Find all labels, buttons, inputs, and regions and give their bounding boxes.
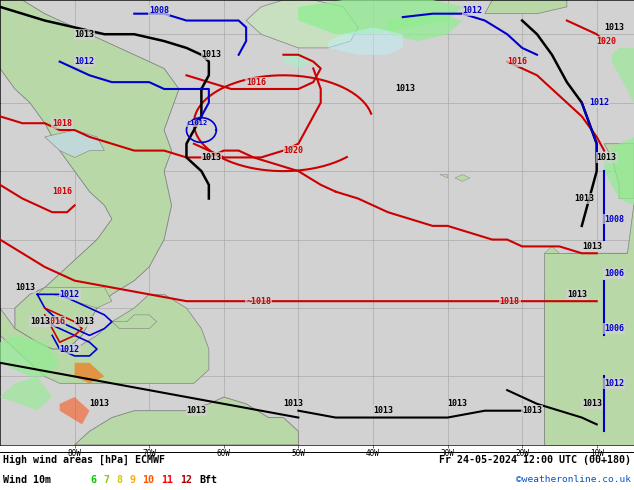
Text: 1013: 1013 (582, 399, 602, 408)
Text: 1016: 1016 (52, 187, 72, 196)
Polygon shape (612, 48, 634, 103)
Text: 1013: 1013 (202, 153, 221, 162)
Text: 1013: 1013 (75, 30, 94, 39)
Text: 1020: 1020 (283, 146, 304, 155)
Polygon shape (0, 335, 60, 376)
Text: 1012: 1012 (75, 57, 94, 66)
Text: 1012: 1012 (462, 6, 482, 15)
Polygon shape (0, 376, 52, 411)
Text: 1013: 1013 (75, 317, 94, 326)
Text: 1013: 1013 (89, 399, 110, 408)
Text: 1013: 1013 (522, 406, 542, 415)
Text: 6: 6 (90, 475, 96, 485)
Polygon shape (299, 0, 462, 34)
Polygon shape (75, 363, 105, 383)
Polygon shape (567, 253, 571, 260)
Text: 1013: 1013 (30, 317, 50, 326)
Polygon shape (45, 130, 105, 157)
Polygon shape (0, 294, 209, 383)
Text: 1013: 1013 (202, 50, 221, 59)
Polygon shape (455, 174, 470, 181)
Text: Bft: Bft (199, 475, 217, 485)
Text: c1012: c1012 (186, 120, 208, 126)
Text: 1018: 1018 (52, 119, 72, 128)
Polygon shape (388, 14, 462, 41)
Text: 1006: 1006 (604, 324, 624, 333)
Text: 12: 12 (180, 475, 192, 485)
Text: ~1018: ~1018 (246, 296, 271, 306)
Polygon shape (545, 198, 634, 445)
Text: 1020: 1020 (597, 37, 617, 46)
Polygon shape (246, 0, 358, 48)
Text: 1012: 1012 (60, 344, 80, 354)
Polygon shape (485, 0, 567, 14)
Text: 11: 11 (161, 475, 173, 485)
Polygon shape (0, 0, 179, 349)
Polygon shape (545, 246, 559, 260)
Polygon shape (60, 397, 89, 424)
Text: 1016: 1016 (246, 77, 266, 87)
Text: 1013: 1013 (582, 242, 602, 251)
Text: 1013: 1013 (448, 399, 467, 408)
Text: Wind 10m: Wind 10m (3, 475, 51, 485)
Polygon shape (37, 288, 112, 308)
Text: 1016: 1016 (45, 317, 65, 326)
Polygon shape (604, 137, 634, 205)
Text: 1013: 1013 (186, 406, 207, 415)
Text: 1013: 1013 (15, 283, 35, 292)
Text: 1012: 1012 (604, 379, 624, 388)
Text: 1013: 1013 (373, 406, 393, 415)
Text: 1012: 1012 (589, 98, 609, 107)
Text: 10: 10 (142, 475, 154, 485)
Text: 1008: 1008 (604, 215, 624, 223)
Text: 7: 7 (103, 475, 109, 485)
Polygon shape (75, 397, 299, 445)
Polygon shape (283, 51, 313, 69)
Text: High wind areas [hPa] ECMWF: High wind areas [hPa] ECMWF (3, 455, 165, 465)
Text: 1013: 1013 (597, 153, 617, 162)
Text: 1012: 1012 (60, 290, 80, 299)
Text: 1013: 1013 (574, 194, 594, 203)
Polygon shape (545, 253, 634, 445)
Polygon shape (604, 144, 634, 198)
Text: 1008: 1008 (149, 6, 169, 15)
Text: 1013: 1013 (283, 399, 304, 408)
Text: 1018: 1018 (500, 296, 520, 306)
Polygon shape (440, 174, 448, 178)
Polygon shape (112, 315, 157, 329)
Text: 1013: 1013 (567, 290, 587, 299)
Text: 8: 8 (116, 475, 122, 485)
Text: Fr 24-05-2024 12:00 UTC (00+180): Fr 24-05-2024 12:00 UTC (00+180) (439, 455, 631, 465)
Text: 1006: 1006 (604, 270, 624, 278)
Text: ©weatheronline.co.uk: ©weatheronline.co.uk (516, 475, 631, 485)
Text: 1016: 1016 (507, 57, 527, 66)
Text: 1013: 1013 (604, 23, 624, 32)
Text: 1013: 1013 (396, 84, 415, 94)
Text: 9: 9 (129, 475, 135, 485)
Polygon shape (328, 27, 403, 55)
